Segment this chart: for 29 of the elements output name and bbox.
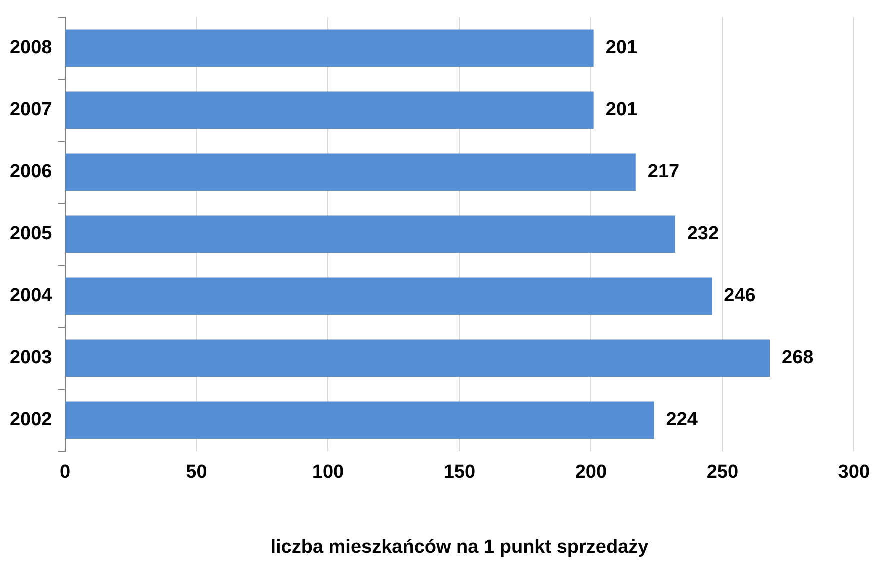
y-tick-label: 2003: [10, 348, 52, 369]
x-tick-label: 250: [706, 462, 739, 484]
bar: [66, 216, 676, 253]
x-tick-label: 50: [186, 462, 208, 484]
data-label: 201: [606, 100, 638, 121]
y-tick-label: 2008: [10, 38, 52, 59]
bar: [66, 154, 636, 191]
bar: [66, 278, 712, 315]
bar: [66, 30, 594, 67]
data-label: 201: [606, 38, 638, 59]
data-label: 217: [648, 162, 680, 183]
x-tick-label: 150: [444, 462, 476, 484]
y-tick-label: 2005: [10, 224, 53, 245]
bar: [66, 92, 594, 129]
data-label: 268: [782, 348, 814, 369]
y-tick-label: 2004: [10, 286, 53, 307]
y-tick-label: 2006: [10, 162, 52, 183]
bar: [66, 402, 654, 439]
x-tick-label: 200: [575, 462, 608, 484]
bar: [66, 340, 770, 377]
data-label: 224: [666, 410, 698, 431]
x-tick-label: 0: [60, 462, 71, 484]
x-tick-label: 300: [838, 462, 870, 484]
data-label: 246: [724, 286, 756, 307]
y-tick-label: 2007: [10, 100, 52, 121]
data-label: 232: [687, 224, 720, 245]
x-tick-label: 100: [312, 462, 344, 484]
y-tick-label: 2002: [10, 410, 52, 431]
x-axis-title: liczba mieszkańców na 1 punkt sprzedaży: [270, 536, 650, 558]
